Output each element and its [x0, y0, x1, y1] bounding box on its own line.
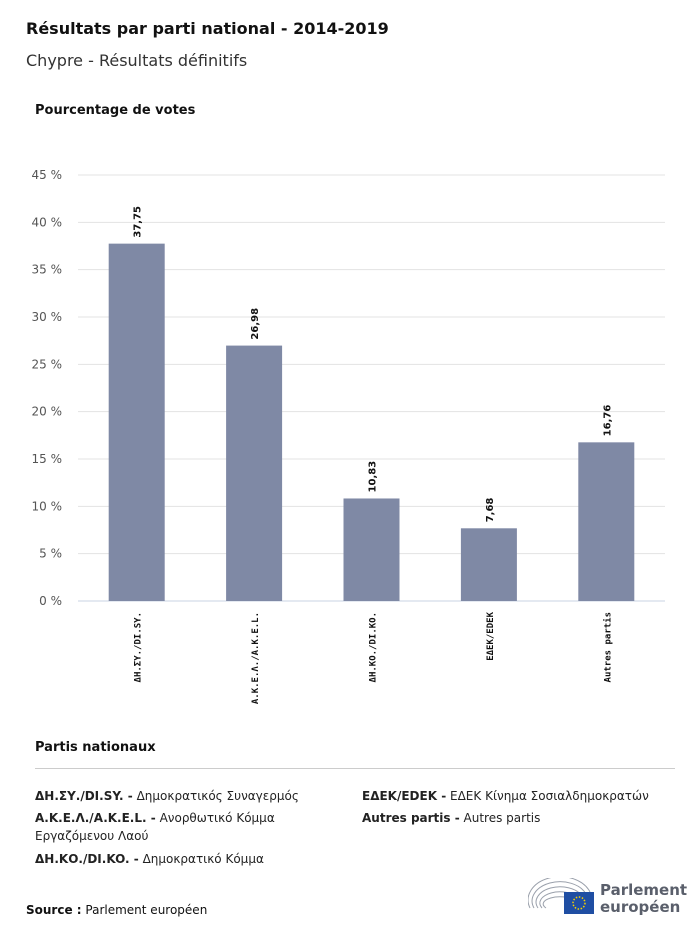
y-axis-label: Pourcentage de votes — [35, 103, 196, 118]
y-tick-label: 40 % — [32, 215, 63, 229]
legend-item: ΔΗ.ΚΟ./DI.KO. - Δημοκρατικό Κόμμα — [35, 852, 264, 866]
legend-item: Α.Κ.Ε.Λ./A.K.E.L. - Ανορθωτικό Κόμμα Εργ… — [35, 811, 275, 843]
y-tick-label: 15 % — [32, 452, 63, 466]
legend-divider — [35, 768, 675, 769]
y-tick-label: 0 % — [39, 594, 62, 608]
parlement-europeen-logo — [528, 878, 594, 914]
y-tick-label: 25 % — [32, 357, 63, 371]
x-tick-label: ΔΗ.ΚΟ./DI.KO. — [369, 612, 379, 682]
bar-chart: 0 % 5 % 10 % 15 % 20 % 25 % 30 % 35 % 40 % 45 % 37… — [32, 168, 665, 704]
data-label: 37,75 — [133, 206, 144, 238]
y-tick-label: 20 % — [32, 405, 63, 419]
x-tick-label: Α.Κ.Ε.Λ./A.K.E.L. — [251, 612, 261, 704]
eu-flag-icon — [564, 892, 594, 914]
y-tick-label: 5 % — [39, 547, 62, 561]
data-label: 10,83 — [368, 461, 379, 493]
x-tick-label: ΕΔΕΚ/EDEK — [486, 611, 496, 660]
data-label: 7,68 — [485, 498, 496, 523]
legend-title: Partis nationaux — [35, 740, 156, 755]
bar — [460, 528, 517, 601]
bar — [226, 345, 283, 601]
legend-item: ΕΔΕΚ/EDEK - ΕΔΕΚ Κίνημα Σοσιαλδημοκρατών — [362, 789, 649, 803]
y-tick-label: 45 % — [32, 168, 63, 182]
bar — [108, 243, 165, 601]
chart-title: Résultats par parti national - 2014-2019 — [26, 19, 389, 38]
x-tick-label: Autres partis — [602, 612, 613, 682]
source: Source : Parlement européen — [26, 903, 208, 917]
legend-item: Autres partis - Autres partis — [362, 811, 541, 825]
data-label: 16,76 — [602, 405, 613, 437]
y-tick-label: 10 % — [32, 499, 63, 513]
legend-item: ΔΗ.ΣΥ./DI.SY. - Δημοκρατικός Συναγερμός — [35, 789, 299, 803]
x-tick-label: ΔΗ.ΣΥ./DI.SY. — [134, 612, 144, 682]
bar — [578, 442, 635, 601]
logo-text: Parlement européen — [600, 881, 688, 916]
data-label: 26,98 — [250, 308, 261, 340]
y-tick-label: 30 % — [32, 310, 63, 324]
y-tick-label: 35 % — [32, 263, 63, 277]
bar — [343, 498, 400, 601]
chart-subtitle: Chypre - Résultats définitifs — [26, 51, 248, 70]
